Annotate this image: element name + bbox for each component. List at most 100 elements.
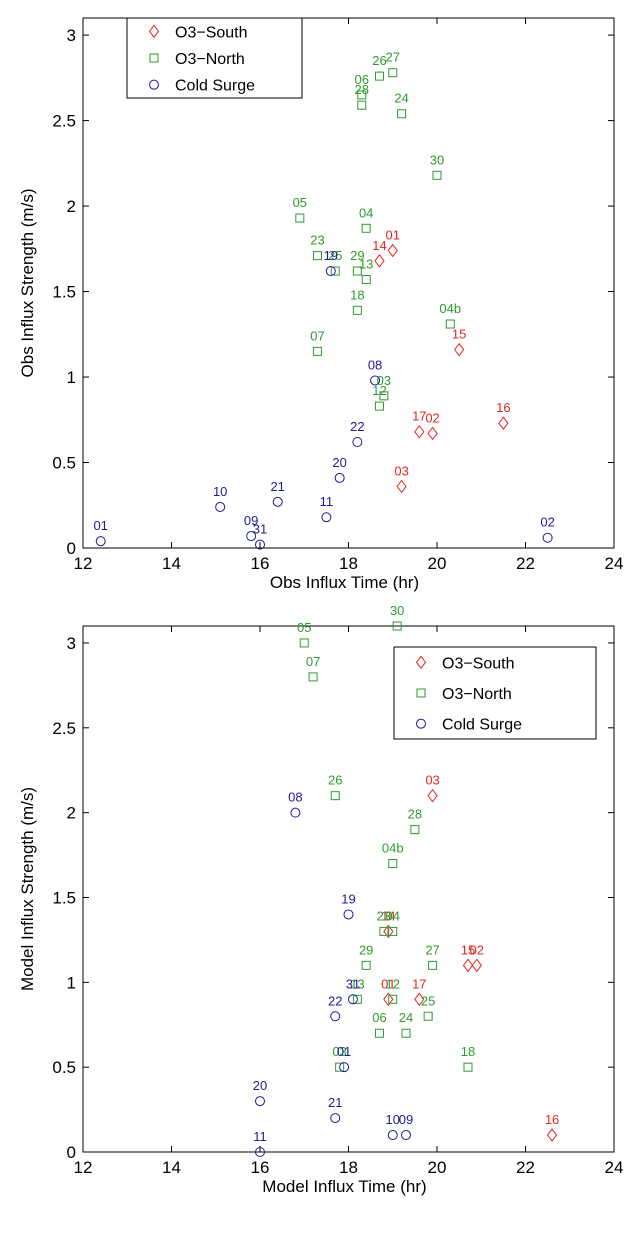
x-tick-label: 18: [339, 1158, 358, 1177]
data-point: [352, 437, 363, 447]
x-tick-label: 16: [251, 554, 270, 573]
y-tick-label: 1: [67, 368, 76, 387]
data-point: [374, 1028, 384, 1038]
data-point: [352, 994, 362, 1004]
data-point: [414, 992, 425, 1007]
legend-marker: [415, 655, 427, 670]
data-point: [321, 512, 332, 523]
x-axis-label: Model Influx Time (hr): [262, 1177, 426, 1196]
data-point: [428, 960, 438, 970]
y-tick-label: 0.5: [52, 1058, 76, 1077]
data-label: 09: [244, 513, 258, 528]
data-label: 10: [386, 1112, 400, 1127]
data-point: [215, 501, 226, 512]
data-point: [397, 109, 407, 119]
data-point: [95, 536, 106, 547]
x-tick-label: 12: [74, 1158, 93, 1177]
x-tick-label: 24: [605, 1158, 624, 1177]
data-point: [388, 859, 398, 869]
data-point: [498, 416, 509, 431]
data-point: [462, 958, 474, 973]
data-point: [343, 909, 354, 920]
data-label: 07: [310, 328, 324, 343]
data-label: 02: [425, 410, 439, 425]
data-label: 25: [421, 993, 435, 1008]
y-axis-label: Model Influx Strength (m/s): [18, 787, 37, 991]
data-point: [361, 960, 371, 970]
x-axis-label: Obs Influx Time (hr): [270, 573, 419, 592]
data-label: 12: [372, 383, 386, 398]
y-tick-label: 2.5: [52, 719, 76, 738]
data-label: 24: [394, 91, 408, 106]
y-tick-label: 0: [67, 539, 76, 558]
legend-marker: [416, 688, 426, 698]
y-tick-label: 3: [67, 634, 76, 653]
y-tick-label: 0.5: [52, 454, 76, 473]
data-label: 22: [350, 419, 364, 434]
data-label: 18: [350, 287, 364, 302]
data-point: [463, 1062, 473, 1072]
legend: O3−South O3−North Cold Surge: [393, 646, 597, 740]
data-point: [357, 100, 367, 110]
x-tick-label: 14: [162, 1158, 181, 1177]
data-point: [546, 1128, 558, 1142]
x-tick-label: 20: [428, 554, 447, 573]
data-point: [387, 243, 398, 258]
data-point: [308, 672, 318, 682]
data-point: [379, 391, 389, 401]
y-tick-label: 1: [67, 973, 76, 992]
data-point: [255, 1147, 265, 1157]
data-label: 06: [372, 1010, 386, 1025]
x-tick-label: 24: [605, 554, 624, 573]
data-point: [313, 346, 323, 356]
y-tick-label: 2: [67, 197, 76, 216]
data-label: 08: [368, 357, 382, 372]
data-label: 23: [377, 908, 391, 923]
data-label: 27: [425, 942, 439, 957]
data-label: 21: [328, 1095, 342, 1110]
data-label: 03: [377, 373, 391, 388]
legend-entry: O3−North: [442, 686, 512, 703]
data-point: [357, 90, 367, 100]
x-tick-label: 20: [428, 1158, 447, 1177]
x-tick-label: 22: [516, 554, 535, 573]
legend-entry: O3−North: [175, 51, 245, 68]
y-tick-label: 1.5: [52, 888, 76, 907]
data-point: [392, 621, 402, 631]
data-point: [471, 958, 482, 973]
data-label: 08: [288, 790, 302, 805]
data-point: [295, 213, 305, 223]
data-point: [246, 531, 257, 542]
data-point: [272, 496, 283, 507]
data-label: 28: [408, 807, 422, 822]
legend-marker: [149, 79, 159, 90]
y-tick-label: 1.5: [52, 283, 76, 302]
data-label: 29: [350, 248, 364, 263]
data-label: 03: [394, 463, 408, 478]
data-point: [330, 1011, 341, 1022]
data-label: 31: [253, 522, 267, 537]
x-tick-label: 14: [162, 554, 181, 573]
data-point: [383, 924, 394, 939]
data-point: [370, 375, 381, 386]
data-label: 05: [293, 195, 307, 210]
data-label: 19: [324, 248, 338, 263]
data-point: [396, 479, 407, 494]
legend-marker: [416, 718, 426, 729]
data-label: 28: [355, 82, 369, 97]
data-point: [388, 926, 398, 936]
data-point: [330, 1113, 341, 1124]
data-point: [255, 539, 265, 550]
data-point: [387, 1130, 398, 1141]
data-label: 20: [332, 455, 346, 470]
data-label: 22: [328, 993, 342, 1008]
data-point: [427, 426, 438, 441]
x-tick-label: 22: [516, 1158, 535, 1177]
data-point: [542, 532, 553, 543]
data-label: 01: [381, 976, 395, 991]
x-tick-label: 18: [339, 554, 358, 573]
